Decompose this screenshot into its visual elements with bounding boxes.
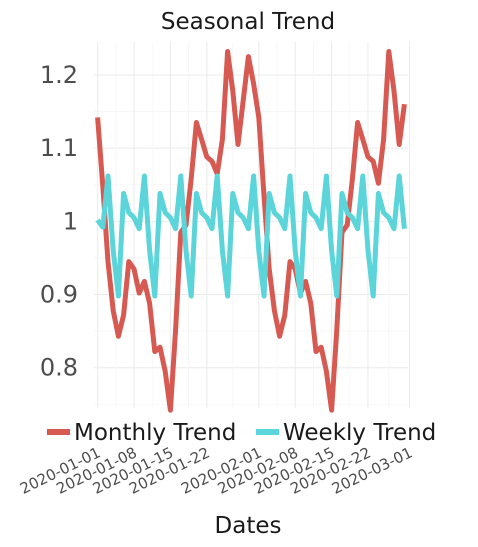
series-line-weekly-trend: [95, 173, 407, 299]
legend-label-monthly-trend: Monthly Trend: [74, 420, 236, 446]
legend-label-weekly-trend: Weekly Trend: [283, 420, 436, 446]
y-tick-label: 1.2: [40, 61, 78, 89]
y-tick-label: 1.1: [40, 134, 78, 162]
y-tick-label: 1: [63, 207, 78, 235]
y-axis-tick-labels: 0.8 0.9 1 1.1 1.2: [40, 61, 78, 382]
y-tick-label: 0.8: [40, 354, 78, 382]
series-lines: [95, 49, 407, 413]
legend: Monthly Trend Weekly Trend: [47, 420, 436, 446]
y-tick-label: 0.9: [40, 281, 78, 309]
x-axis-tick-labels: 2020-01-012020-01-082020-01-152020-01-22…: [17, 443, 415, 497]
chart-title: Seasonal Trend: [161, 9, 335, 35]
series-line-monthly-trend: [95, 49, 407, 413]
x-axis-label: Dates: [215, 513, 282, 539]
